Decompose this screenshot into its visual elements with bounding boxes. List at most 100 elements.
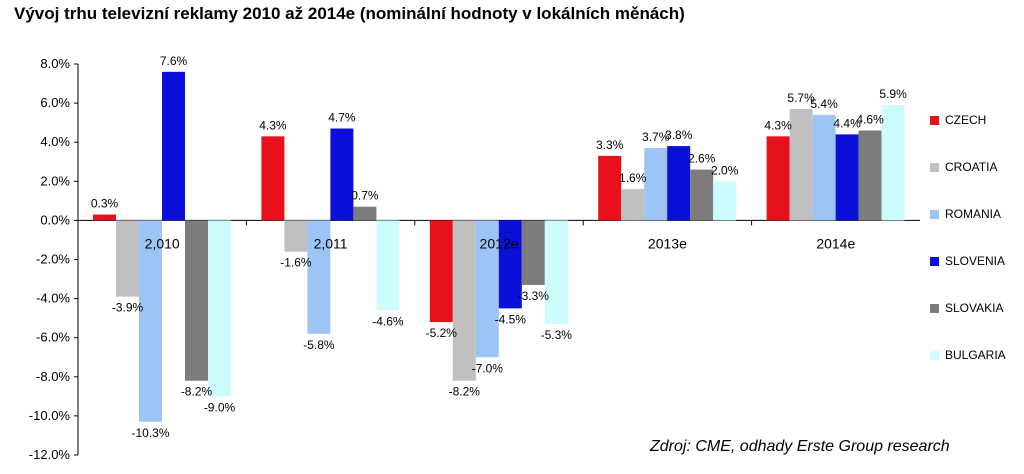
data-label-czech-2: -5.2%: [426, 326, 458, 340]
bar-slovakia-3: [690, 169, 714, 221]
data-label-bulgaria-3: 2.0%: [711, 163, 739, 177]
bar-bulgaria-0: [208, 220, 231, 397]
bar-romania-1: [307, 220, 331, 334]
category-label-layer: 2,010 2,011 2012e 2013e 2014e: [145, 235, 856, 251]
data-label-slovakia-4: 4.6%: [856, 112, 884, 126]
data-label-slovenia-3: 3.8%: [665, 128, 693, 142]
bar-czech-1: [261, 136, 285, 221]
data-label-croatia-3: 1.6%: [619, 171, 647, 185]
legend-swatch: [930, 115, 939, 125]
category-label: 2014e: [816, 235, 855, 251]
data-label-bulgaria-0: -9.0%: [204, 400, 236, 414]
y-tick-label: 0.0%: [40, 212, 70, 227]
legend-swatch: [930, 303, 939, 313]
bar-romania-2: [475, 220, 499, 358]
data-label-slovakia-0: -8.2%: [181, 385, 213, 399]
data-label-layer: 0.3%-3.9%-10.3%7.6%-8.2%-9.0%4.3%-1.6%-5…: [91, 54, 907, 440]
category-label: 2,011: [314, 235, 348, 251]
data-label-bulgaria-1: -4.6%: [372, 314, 404, 328]
bar-romania-3: [644, 148, 668, 221]
data-label-czech-0: 0.3%: [91, 197, 119, 211]
data-label-czech-4: 4.3%: [764, 118, 792, 132]
legend-label: SLOVENIA: [945, 254, 1006, 268]
legend-label: ROMANIA: [945, 207, 1002, 221]
data-label-croatia-1: -1.6%: [280, 256, 312, 270]
y-tick-label: -2.0%: [36, 252, 70, 267]
category-label: 2,010: [145, 235, 180, 251]
legend-item-croatia: CROATIA: [930, 157, 1006, 177]
bar-croatia-3: [621, 189, 645, 221]
data-label-croatia-0: -3.9%: [112, 301, 144, 315]
data-label-romania-2: -7.0%: [472, 361, 504, 375]
data-label-slovakia-3: 2.6%: [688, 152, 716, 166]
data-label-slovenia-0: 7.6%: [160, 54, 188, 68]
bar-croatia-1: [284, 220, 308, 252]
y-tick-label: 8.0%: [40, 56, 70, 71]
legend-swatch: [930, 162, 939, 172]
bar-croatia-2: [452, 220, 476, 381]
legend-item-bulgaria: BULGARIA: [930, 345, 1006, 365]
legend: CZECH CROATIA ROMANIA SLOVENIA SLOVAKIA BULGA…: [930, 110, 1006, 392]
bar-czech-3: [598, 155, 622, 221]
legend-label: CZECH: [945, 113, 987, 127]
chart-title: Vývoj trhu televizní reklamy 2010 až 201…: [14, 4, 685, 23]
bar-slovakia-0: [185, 220, 208, 381]
legend-swatch: [930, 350, 939, 360]
bar-romania-4: [812, 114, 836, 221]
y-tick-label: 2.0%: [40, 173, 70, 188]
bar-croatia-4: [789, 108, 813, 221]
source-note: Zdroj: CME, odhady Erste Group research: [650, 438, 950, 455]
y-tick-label: -12.0%: [29, 447, 71, 462]
data-label-slovenia-1: 4.7%: [328, 111, 356, 125]
legend-item-czech: CZECH: [930, 110, 1006, 130]
bar-croatia-0: [116, 220, 139, 297]
bar-bulgaria-4: [881, 105, 905, 221]
legend-swatch: [930, 209, 939, 219]
y-tick-label: 4.0%: [40, 134, 70, 149]
legend-swatch: [930, 256, 939, 266]
data-label-czech-1: 4.3%: [259, 118, 287, 132]
bar-romania-0: [139, 220, 162, 422]
data-label-slovakia-1: 0.7%: [351, 189, 379, 203]
data-label-slovenia-4: 4.4%: [833, 116, 861, 130]
data-label-bulgaria-2: -5.3%: [541, 328, 573, 342]
bar-slovakia-2: [521, 220, 545, 285]
bar-slovenia-3: [667, 146, 691, 221]
data-label-croatia-4: 5.7%: [787, 91, 815, 105]
data-label-bulgaria-4: 5.9%: [879, 87, 907, 101]
bar-slovenia-4: [835, 134, 859, 221]
data-label-romania-4: 5.4%: [810, 97, 838, 111]
bar-czech-0: [93, 214, 116, 221]
bar-slovakia-1: [353, 206, 377, 221]
y-tick-label: -4.0%: [36, 291, 70, 306]
data-label-romania-1: -5.8%: [303, 338, 335, 352]
data-label-slovakia-2: -3.3%: [518, 289, 550, 303]
legend-item-romania: ROMANIA: [930, 204, 1006, 224]
bar-bulgaria-3: [713, 181, 737, 221]
legend-label: BULGARIA: [945, 348, 1006, 362]
bar-slovenia-1: [330, 128, 354, 221]
category-label: 2013e: [648, 235, 687, 251]
legend-label: CROATIA: [945, 160, 998, 174]
bar-bulgaria-1: [376, 220, 400, 311]
bar-czech-2: [429, 220, 453, 323]
y-tick-label: -8.0%: [36, 369, 70, 384]
legend-item-slovakia: SLOVAKIA: [930, 298, 1006, 318]
bar-slovakia-4: [858, 130, 882, 221]
data-label-czech-3: 3.3%: [596, 138, 624, 152]
bar-layer: [93, 71, 905, 422]
data-label-slovenia-2: -4.5%: [495, 312, 527, 326]
legend-item-slovenia: SLOVENIA: [930, 251, 1006, 271]
category-label: 2012e: [480, 235, 519, 251]
bar-czech-4: [766, 136, 790, 221]
bar-bulgaria-2: [544, 220, 568, 325]
data-label-romania-0: -10.3%: [131, 426, 169, 440]
data-label-romania-3: 3.7%: [642, 130, 670, 144]
data-label-croatia-2: -8.2%: [449, 385, 481, 399]
y-tick-label: -6.0%: [36, 330, 70, 345]
bar-slovenia-2: [498, 220, 522, 309]
y-tick-label: -10.0%: [29, 408, 71, 423]
y-tick-label: 6.0%: [40, 95, 70, 110]
legend-label: SLOVAKIA: [945, 301, 1004, 315]
